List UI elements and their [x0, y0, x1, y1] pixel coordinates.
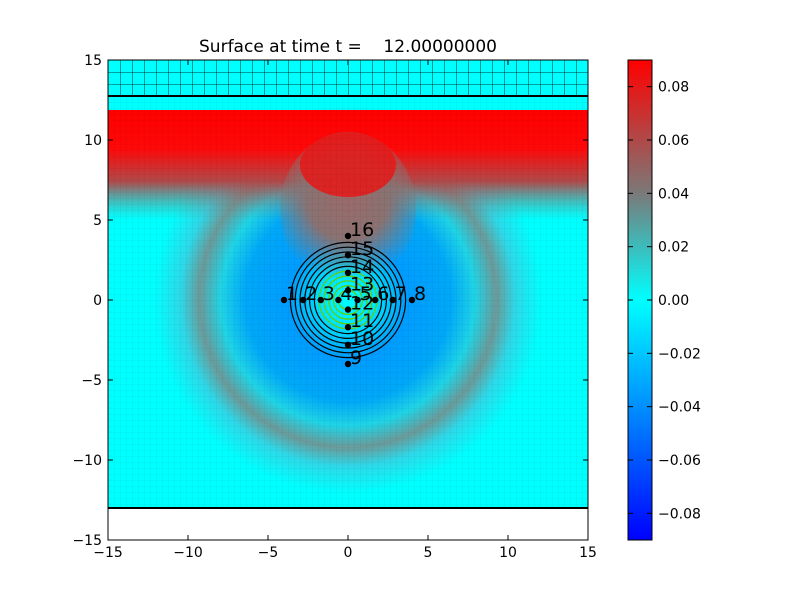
gauge-label: 13 [350, 273, 374, 295]
x-tick-label: 15 [579, 545, 597, 561]
colorbar-tick-label: 0.04 [658, 186, 689, 202]
y-tick-label: 10 [84, 133, 102, 149]
contour-line [313, 265, 383, 335]
contour-line [294, 246, 402, 354]
gauge-point [317, 296, 324, 304]
coarse-mesh [108, 60, 588, 96]
y-tick-label: −5 [81, 373, 102, 389]
gauge-label: 11 [350, 310, 374, 332]
gauge-label: 9 [350, 347, 362, 369]
colorbar-tick-label: 0.00 [658, 293, 689, 309]
x-tick-label: 0 [344, 545, 353, 561]
gauge-point [344, 324, 352, 331]
x-tick-label: −5 [258, 545, 279, 561]
gauge-point [344, 360, 352, 368]
colorbar-tick-label: 0.08 [658, 80, 689, 96]
contour-line [333, 285, 364, 316]
chart-title: Surface at time t = 12.00000000 [199, 37, 497, 57]
fine-mesh [108, 96, 588, 508]
gauge-label: 12 [350, 293, 374, 315]
gauge-label: 3 [323, 283, 335, 305]
x-tick-label: −15 [93, 545, 123, 561]
contour-line [309, 261, 388, 340]
gauge-point [372, 296, 379, 304]
gauge-label: 7 [395, 283, 407, 305]
gauge-point [280, 296, 288, 304]
gauge-label: 15 [350, 238, 374, 260]
gauge-label: 10 [350, 328, 374, 350]
y-tick-label: −15 [72, 533, 102, 549]
y-tick-label: 0 [93, 293, 102, 309]
gauge-label: 14 [350, 256, 374, 278]
x-tick-label: −10 [173, 545, 203, 561]
contour-line [289, 241, 407, 359]
y-tick-label: −10 [72, 453, 102, 469]
gauge-point [344, 232, 352, 240]
gauge-label: 5 [360, 283, 372, 305]
y-tick-label: 5 [93, 213, 102, 229]
colorbar-tick-label: 0.06 [658, 133, 689, 149]
contour-line [323, 275, 373, 325]
colorbar-tick-label: −0.04 [658, 400, 701, 416]
colorbar-tick-label: −0.08 [658, 506, 701, 522]
colorbar-tick-label: −0.02 [658, 346, 701, 362]
gauge-point [344, 306, 352, 313]
contour-line [328, 280, 368, 320]
gauge-point [408, 296, 416, 304]
colorbar-tick-label: 0.02 [658, 240, 689, 256]
gauge-point [344, 269, 352, 276]
y-tick-label: 15 [84, 53, 102, 69]
gauge-label: 6 [377, 283, 389, 305]
gauge-label: 2 [305, 283, 317, 305]
gauge-point [335, 296, 342, 304]
x-axis: −15 −10 −5 0 5 10 15 [93, 60, 597, 561]
colorbar-axis: −0.08 −0.06 −0.04 −0.02 0.00 0.02 0.04 0.06 0.08 [628, 80, 701, 522]
gauge-point [389, 296, 396, 304]
gauge-point [344, 287, 352, 294]
gauge-point [300, 296, 307, 304]
gauge-point [354, 296, 361, 304]
gauge-point [344, 252, 352, 259]
gauge-label: 16 [350, 219, 374, 241]
gauge-point [344, 341, 352, 348]
gauge-label: 8 [414, 283, 426, 305]
colorbar-tick-label: −0.06 [658, 453, 701, 469]
x-tick-label: 10 [499, 545, 517, 561]
gauge-label: 1 [286, 283, 298, 305]
x-tick-label: 5 [424, 545, 433, 561]
